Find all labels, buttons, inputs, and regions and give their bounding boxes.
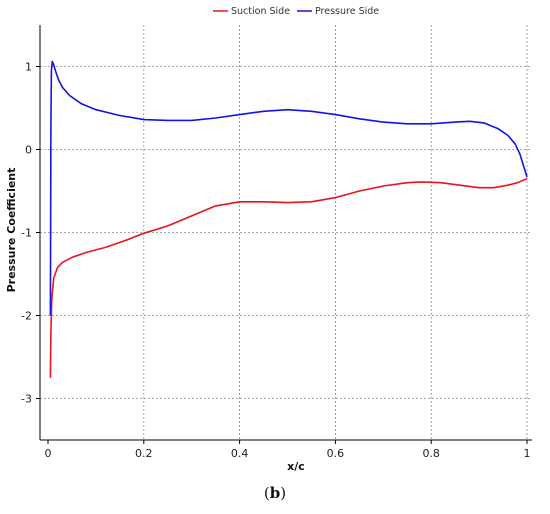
panel-label: (b): [263, 484, 287, 502]
x-tick-label: 0.4: [231, 447, 249, 460]
series-group: [49, 60, 528, 378]
y-axis-title: Pressure Coefficient: [5, 168, 18, 293]
y-tick-label: -1: [21, 227, 32, 240]
legend-label-pressure-side: Pressure Side: [315, 6, 379, 17]
x-tick-label: 0.8: [422, 447, 440, 460]
y-tick-label: -2: [21, 310, 32, 323]
x-tick-label: 0.6: [327, 447, 345, 460]
x-axis-title: x/c: [287, 460, 305, 473]
y-tick-label: -3: [21, 393, 32, 406]
y-tick-label: 1: [25, 61, 32, 74]
grid-lines: [40, 25, 532, 440]
x-ticks: 0 0.2 0.4 0.6 0.8 1: [45, 440, 531, 460]
legend-label-suction-side: Suction Side: [231, 6, 290, 17]
legend: Suction Side Pressure Side: [213, 6, 379, 17]
chart: 0 0.2 0.4 0.6 0.8 1 -3 -2 -1 0 1 Suction Side Pre…: [5, 6, 532, 473]
series-line-pressure-side: [49, 60, 528, 316]
y-tick-label: 0: [25, 144, 32, 157]
y-ticks: -3 -2 -1 0 1: [21, 61, 40, 406]
x-tick-label: 1: [524, 447, 531, 460]
x-tick-label: 0: [45, 447, 52, 460]
series-line-suction-side: [49, 177, 528, 378]
x-tick-label: 0.2: [135, 447, 153, 460]
panel-letter: b: [269, 484, 281, 502]
